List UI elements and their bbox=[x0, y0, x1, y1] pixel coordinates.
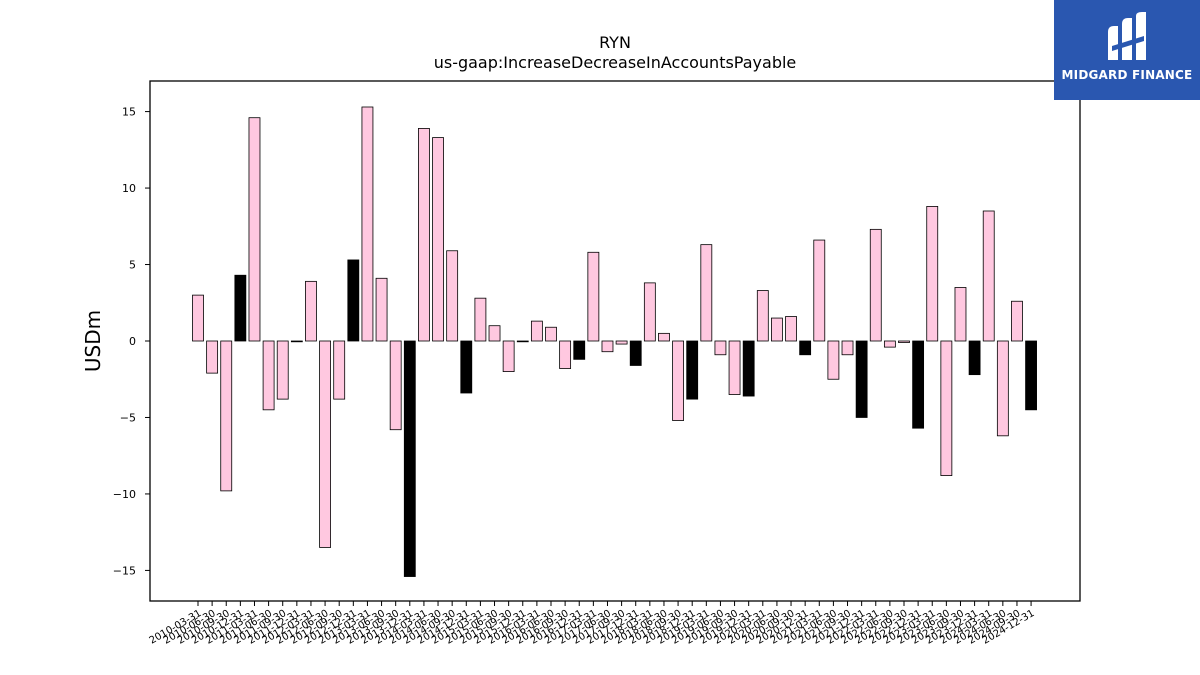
bar-2020-03-31 bbox=[756, 290, 769, 342]
bar-2021-03-31 bbox=[813, 239, 826, 342]
bar-2014-12-31 bbox=[460, 340, 473, 394]
bar-2016-03-31 bbox=[530, 320, 543, 342]
bar-2017-06-30 bbox=[601, 340, 614, 353]
bar-2010-12-31 bbox=[234, 274, 247, 342]
bar-2015-12-31 bbox=[516, 340, 529, 343]
bar-2011-03-31 bbox=[248, 117, 261, 342]
bar-2022-03-31 bbox=[869, 228, 882, 342]
y-tick-label: −5 bbox=[120, 411, 136, 424]
bar-2023-09-30 bbox=[954, 287, 967, 342]
bar-2024-12-31 bbox=[1025, 340, 1037, 411]
brand-logo: MIDGARD FINANCE bbox=[1054, 0, 1200, 100]
bar-2013-09-30 bbox=[389, 340, 402, 431]
bar-2023-06-30 bbox=[940, 340, 953, 476]
bar-2011-09-30 bbox=[276, 340, 289, 400]
bar-2024-09-30 bbox=[1011, 300, 1023, 342]
y-axis-ticks: −15 −10 −5 0 5 10 15 bbox=[113, 106, 150, 577]
bar-2013-12-31 bbox=[403, 340, 416, 577]
bar-2016-12-31 bbox=[573, 340, 586, 360]
bar-2012-09-30 bbox=[333, 340, 346, 400]
bar-2015-09-30 bbox=[502, 340, 515, 372]
y-tick-label: −10 bbox=[113, 488, 136, 501]
bar-2014-03-31 bbox=[418, 128, 430, 342]
bar-2021-12-31 bbox=[855, 340, 868, 418]
bar-2017-12-31 bbox=[629, 340, 642, 366]
bar-2019-03-31 bbox=[700, 244, 713, 342]
y-tick-label: −15 bbox=[113, 564, 136, 577]
bar-2012-03-31 bbox=[305, 280, 317, 342]
bar-2018-03-31 bbox=[643, 282, 656, 342]
bar-2020-12-31 bbox=[799, 340, 812, 356]
y-axis-label: USDm bbox=[81, 310, 105, 372]
bar-2020-09-30 bbox=[785, 316, 797, 342]
bar-2012-06-30 bbox=[319, 340, 331, 548]
bar-2022-12-31 bbox=[912, 340, 925, 429]
bar-2010-03-31 bbox=[192, 294, 204, 342]
bar-2019-12-31 bbox=[742, 340, 755, 397]
logo-text: MIDGARD FINANCE bbox=[1061, 68, 1193, 82]
bar-2016-06-30 bbox=[545, 326, 557, 342]
bar-2011-12-31 bbox=[290, 340, 303, 343]
bar-2015-03-31 bbox=[474, 297, 487, 342]
bar-2022-09-30 bbox=[898, 340, 910, 343]
x-axis-ticks: 2010-03-312010-06-302010-09-302010-12-31… bbox=[148, 601, 1037, 647]
bar-2024-03-31 bbox=[982, 210, 995, 342]
y-tick-label: 0 bbox=[129, 335, 136, 348]
bar-2013-03-31 bbox=[361, 106, 374, 342]
bar-2020-06-30 bbox=[771, 317, 783, 342]
bar-2011-06-30 bbox=[262, 340, 275, 411]
bar-2024-06-30 bbox=[996, 340, 1009, 437]
y-tick-label: 10 bbox=[122, 182, 136, 195]
bar-2010-06-30 bbox=[206, 340, 219, 374]
bar-2018-09-30 bbox=[672, 340, 684, 421]
bar-2010-09-30 bbox=[220, 340, 233, 492]
bar-2014-06-30 bbox=[432, 137, 444, 342]
bar-2016-09-30 bbox=[559, 340, 572, 369]
y-tick-label: 15 bbox=[122, 106, 136, 119]
chart-subtitle: us-gaap:IncreaseDecreaseInAccountsPayabl… bbox=[434, 53, 797, 72]
logo-mark-icon bbox=[1108, 12, 1146, 60]
y-tick-label: 5 bbox=[129, 259, 136, 272]
bar-2018-12-31 bbox=[686, 340, 699, 400]
bar-2012-12-31 bbox=[347, 259, 360, 342]
bar-series bbox=[192, 106, 1037, 577]
chart-title: RYN bbox=[599, 33, 631, 52]
bar-2017-03-31 bbox=[587, 251, 600, 342]
bar-2023-12-31 bbox=[968, 340, 981, 376]
bar-2021-06-30 bbox=[827, 340, 840, 380]
bar-2019-09-30 bbox=[728, 340, 741, 395]
bar-2018-06-30 bbox=[658, 332, 670, 342]
bar-2019-06-30 bbox=[714, 340, 727, 356]
bar-2017-09-30 bbox=[615, 340, 628, 345]
bar-2023-03-31 bbox=[926, 206, 939, 342]
bar-2013-06-30 bbox=[375, 277, 388, 342]
bar-2014-09-30 bbox=[446, 250, 459, 342]
bar-2015-06-30 bbox=[488, 325, 501, 342]
bar-2021-09-30 bbox=[841, 340, 854, 356]
bar-2022-06-30 bbox=[883, 340, 896, 348]
plot-frame bbox=[149, 80, 1081, 602]
